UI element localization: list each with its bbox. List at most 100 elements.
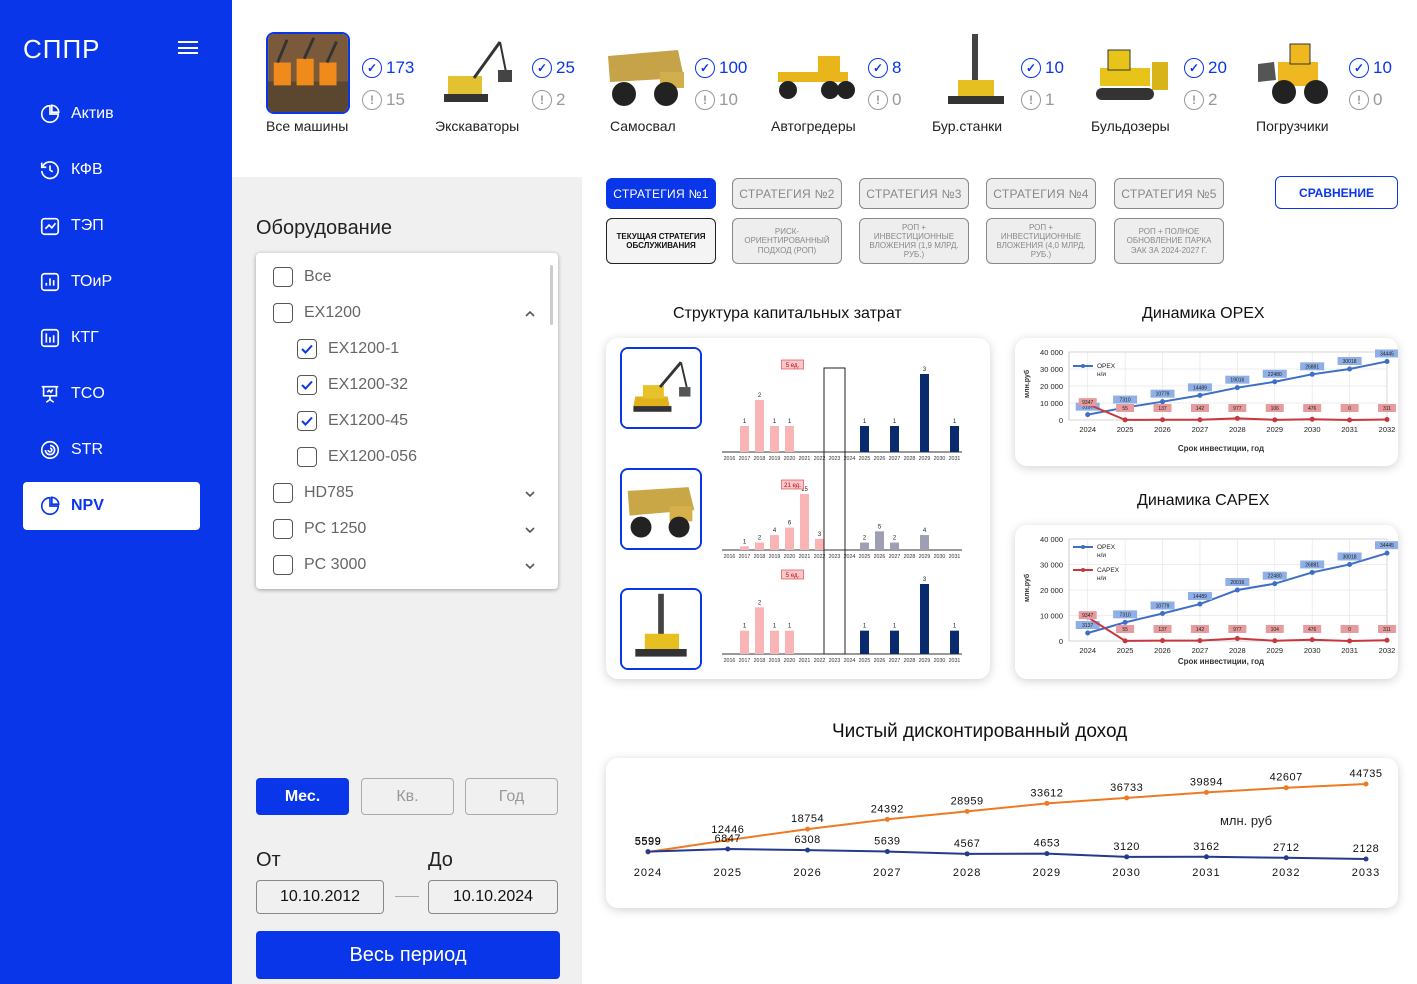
tick-label: 2017 (739, 658, 751, 664)
machine-thumbnail[interactable] (1254, 32, 1338, 114)
equipment-item[interactable]: EX1200-1 (297, 339, 399, 359)
equipment-list[interactable]: Все EX1200 EX1200-1 EX1200-32 EX1200-45 EX120… (256, 253, 558, 589)
nav-item-str[interactable]: STR (23, 426, 200, 474)
equipment-item[interactable]: EX1200-45 (297, 411, 408, 431)
equipment-item[interactable]: EX1200-32 (297, 375, 408, 395)
checkbox[interactable] (273, 267, 293, 287)
period-quarter-button[interactable]: Кв. (361, 778, 454, 815)
bar (920, 374, 929, 452)
tick-label: 2029 (919, 658, 931, 664)
data-label: 4567 (954, 838, 980, 850)
equipment-item[interactable]: PC 1250 (273, 519, 366, 539)
strategy-tab-4[interactable]: СТРАТЕГИЯ №4 (986, 178, 1096, 209)
strategy-desc-3[interactable]: РОП + ИНВЕСТИЦИОННЫЕ ВЛОЖЕНИЯ (1,9 МЛРД.… (859, 218, 969, 264)
tick-label: 2027 (889, 456, 901, 462)
data-point (1044, 851, 1050, 857)
x-tick-label: 2031 (1341, 425, 1358, 434)
nav-item-ктг[interactable]: КТГ (23, 314, 200, 362)
nav-item-тэп[interactable]: ТЭП (23, 202, 200, 250)
equipment-item[interactable]: EX1200 (273, 303, 361, 323)
bar-value-label: 1 (788, 419, 792, 425)
data-point (1384, 637, 1390, 643)
checkbox[interactable] (297, 375, 317, 395)
period-year-button[interactable]: Год (465, 778, 558, 815)
tick-label: 2028 (904, 554, 916, 560)
menu-icon[interactable] (178, 41, 198, 54)
data-label: 12446 (711, 824, 744, 836)
checkbox[interactable] (297, 339, 317, 359)
strategy-tab-2[interactable]: СТРАТЕГИЯ №2 (732, 178, 842, 209)
bars-icon (39, 327, 71, 349)
equipment-item[interactable]: Все (273, 267, 332, 287)
annotation-label: 21 ед. (784, 483, 801, 489)
data-point (1160, 417, 1166, 423)
app-logo: СППР (23, 34, 101, 64)
strategy-desc-4[interactable]: РОП + ИНВЕСТИЦИОННЫЕ ВЛОЖЕНИЯ (4,0 МЛРД.… (986, 218, 1096, 264)
data-label: 476 (1308, 627, 1317, 633)
checkbox[interactable] (297, 447, 317, 467)
checkbox[interactable] (297, 411, 317, 431)
strategy-tab-3[interactable]: СТРАТЕГИЯ №3 (859, 178, 969, 209)
bar-value-label: 1 (863, 624, 867, 630)
strategy-tab-1[interactable]: СТРАТЕГИЯ №1 (606, 178, 716, 209)
nav-label: ТЭП (71, 217, 104, 234)
machine-thumbnail[interactable] (266, 32, 350, 114)
y-axis-label: млн.руб (1023, 573, 1031, 602)
machine-thumbnail[interactable] (434, 32, 518, 114)
from-date-input[interactable]: 10.10.2012 (256, 880, 384, 914)
compare-button[interactable]: СРАВНЕНИЕ (1275, 176, 1398, 209)
nav-item-tco[interactable]: TCO (23, 370, 200, 418)
machine-warn-count: ! 0 (868, 90, 901, 110)
nav-item-npv[interactable]: NPV (23, 482, 200, 530)
checkbox[interactable] (273, 303, 293, 323)
chevron-down-icon[interactable] (524, 488, 536, 500)
to-date-input[interactable]: 10.10.2024 (428, 880, 558, 914)
chevron-down-icon[interactable] (524, 524, 536, 536)
equipment-item[interactable]: HD785 (273, 483, 354, 503)
machine-thumbnail[interactable] (772, 32, 856, 114)
data-label: 30018 (1343, 554, 1357, 560)
machine-thumbnail[interactable] (934, 32, 1018, 114)
machine-thumbnail[interactable] (1090, 32, 1174, 114)
period-month-button[interactable]: Мес. (256, 778, 349, 815)
scrollbar[interactable] (550, 265, 553, 325)
machine-thumbnail[interactable] (604, 32, 688, 114)
strategy-desc-1[interactable]: ТЕКУЩАЯ СТРАТЕГИЯ ОБСЛУЖИВАНИЯ (606, 218, 716, 264)
strategy-tab-5[interactable]: СТРАТЕГИЯ №5 (1114, 178, 1224, 209)
equipment-item[interactable]: EX1200-056 (297, 447, 417, 467)
data-point (1309, 569, 1315, 575)
check-icon (301, 380, 313, 390)
strategy-desc-5[interactable]: РОП + ПОЛНОЕ ОБНОВЛЕНИЕ ПАРКА ЭАК ЗА 202… (1114, 218, 1224, 264)
data-point (1085, 630, 1091, 636)
bar (770, 535, 779, 550)
dump-truck-thumbnail[interactable] (620, 468, 702, 550)
clock-icon (39, 159, 71, 181)
nav-item-тоир[interactable]: ТОиР (23, 258, 200, 306)
chevron-up-icon[interactable] (524, 308, 536, 320)
bar (860, 542, 869, 550)
bar (815, 538, 824, 550)
bar-chart-icon (39, 271, 71, 293)
alert-circle-icon: ! (695, 90, 715, 110)
nav-item-кфв[interactable]: КФВ (23, 146, 200, 194)
chevron-down-icon[interactable] (524, 560, 536, 572)
data-label-bg (1378, 625, 1396, 633)
x-tick-label: 2030 (1304, 646, 1321, 655)
drill-rig-thumbnail[interactable] (620, 588, 702, 670)
checkbox[interactable] (273, 519, 293, 539)
tick-label: 2024 (844, 658, 856, 664)
bar-value-label: 3 (818, 532, 822, 538)
machine-name: Погрузчики (1256, 118, 1329, 134)
strategy-desc-2[interactable]: РИСК-ОРИЕНТИРОВАННЫЙ ПОДХОД (РОП) (732, 218, 842, 264)
checkbox[interactable] (273, 555, 293, 575)
checkbox[interactable] (273, 483, 293, 503)
data-label: 34445 (1380, 351, 1394, 357)
excavator-thumbnail[interactable] (620, 347, 702, 429)
data-point (1122, 638, 1128, 644)
equipment-item[interactable]: PC 3000 (273, 555, 366, 575)
nav-item-актив[interactable]: Актив (23, 90, 200, 138)
data-label: 5599 (635, 836, 661, 848)
all-period-button[interactable]: Весь период (256, 931, 560, 979)
data-point (1197, 392, 1203, 398)
alert-circle-icon: ! (1021, 90, 1041, 110)
